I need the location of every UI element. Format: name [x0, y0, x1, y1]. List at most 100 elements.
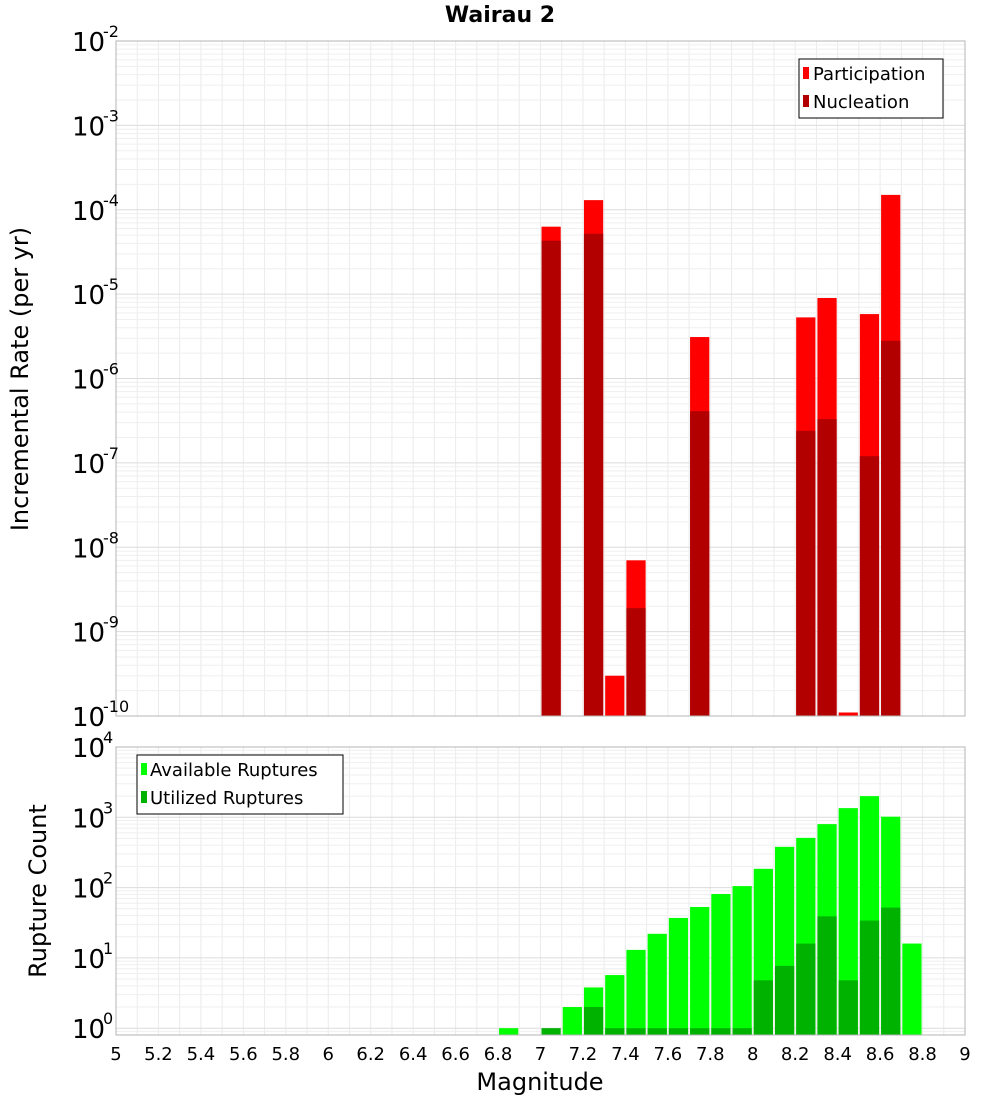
chart-title: Wairau 2: [445, 3, 555, 28]
x-tick-label: 6.2: [356, 1044, 385, 1065]
legend-swatch-available: [141, 763, 147, 775]
y-tick-label: 10: [72, 28, 105, 58]
bar-available-ruptures: [711, 894, 731, 1035]
bar-available-ruptures: [838, 808, 858, 1035]
x-tick-label: 5.2: [144, 1044, 173, 1065]
y-tick-exponent: -8: [103, 528, 119, 547]
y-tick-label: 10: [72, 703, 105, 733]
y-tick-exponent: -9: [103, 613, 119, 632]
x-tick-label: 7.6: [654, 1044, 683, 1065]
top-panel: 10-210-310-410-510-610-710-810-910-10 In…: [6, 22, 966, 733]
bar-utilized-ruptures: [668, 1028, 689, 1035]
bottom-bars: [499, 796, 922, 1035]
y-tick-label: 10: [72, 945, 105, 975]
x-tick-label: 5.8: [271, 1044, 300, 1065]
x-tick-label: 5.4: [187, 1044, 216, 1065]
bar-available-ruptures: [668, 917, 689, 1035]
bar-utilized-ruptures: [796, 943, 816, 1035]
bar-utilized-ruptures: [732, 1028, 752, 1035]
y-tick-label: 10: [72, 1015, 105, 1045]
bar-available-ruptures: [902, 943, 922, 1035]
y-tick-label: 10: [72, 450, 105, 480]
x-tick-label: 7: [535, 1044, 546, 1065]
bar-nucleation: [690, 411, 710, 716]
bar-nucleation: [541, 240, 561, 717]
bar-utilized-ruptures: [881, 907, 901, 1035]
x-tick-labels: 5 5.2 5.4 5.6 5.8 6 6.2 6.4 6.6 6.8 7 7.2 7.4 7.6 7.8 8…: [110, 1044, 970, 1065]
bottom-y-axis-label: Rupture Count: [24, 804, 52, 978]
x-tick-label: 8.6: [866, 1044, 895, 1065]
x-axis-label: Magnitude: [476, 1068, 603, 1096]
x-tick-label: 5.6: [229, 1044, 258, 1065]
y-tick-exponent: -2: [103, 22, 119, 41]
bar-utilized-ruptures: [605, 1028, 625, 1035]
bar-utilized-ruptures: [859, 920, 880, 1035]
y-tick-exponent: -3: [103, 106, 119, 125]
legend-swatch-nucleation: [803, 95, 809, 107]
top-bars: [541, 194, 901, 717]
bar-participation: [838, 712, 858, 716]
x-tick-label: 7.4: [611, 1044, 640, 1065]
legend-swatch-participation: [803, 67, 809, 79]
legend-label-participation: Participation: [813, 64, 925, 85]
bar-utilized-ruptures: [711, 1028, 731, 1035]
bar-nucleation: [626, 608, 646, 716]
y-tick-exponent: 3: [103, 798, 113, 817]
bar-available-ruptures: [605, 975, 625, 1035]
bar-utilized-ruptures: [753, 980, 773, 1035]
x-tick-label: 8.2: [781, 1044, 810, 1065]
bar-nucleation: [881, 340, 901, 716]
y-tick-exponent: 0: [103, 1009, 113, 1028]
x-tick-label: 6.6: [441, 1044, 470, 1065]
bar-available-ruptures: [732, 886, 752, 1035]
top-plot-frame: [115, 40, 966, 717]
bottom-legend: Available Ruptures Utilized Ruptures: [136, 754, 344, 815]
y-tick-exponent: 2: [103, 869, 113, 888]
y-tick-exponent: -6: [103, 360, 119, 379]
bar-utilized-ruptures: [838, 980, 858, 1035]
y-tick-label: 10: [72, 875, 105, 905]
y-tick-label: 10: [72, 619, 105, 649]
bar-utilized-ruptures: [583, 1007, 604, 1035]
bar-available-ruptures: [562, 1007, 582, 1035]
bar-available-ruptures: [647, 933, 667, 1035]
legend-swatch-utilized: [141, 791, 147, 803]
bottom-plot-frame: [115, 746, 966, 1036]
bar-nucleation: [583, 233, 604, 716]
bar-utilized-ruptures: [626, 1028, 646, 1035]
bar-participation: [605, 675, 625, 716]
bar-utilized-ruptures: [541, 1028, 561, 1035]
x-tick-label: 6.8: [484, 1044, 513, 1065]
top-legend: Participation Nucleation: [798, 58, 944, 119]
x-tick-label: 8: [747, 1044, 758, 1065]
bar-available-ruptures: [690, 906, 710, 1035]
y-tick-exponent: -7: [103, 444, 119, 463]
x-tick-label: 6.4: [399, 1044, 428, 1065]
bar-nucleation: [859, 456, 880, 716]
x-tick-label: 7.8: [696, 1044, 725, 1065]
legend-label-available: Available Ruptures: [150, 760, 318, 781]
y-tick-exponent: 1: [103, 939, 113, 958]
bar-utilized-ruptures: [647, 1028, 667, 1035]
y-tick-label: 10: [72, 366, 105, 396]
bar-nucleation: [796, 430, 816, 716]
y-tick-label: 10: [72, 197, 105, 227]
x-tick-label: 6: [323, 1044, 334, 1065]
y-tick-label: 10: [72, 112, 105, 142]
y-tick-exponent: 4: [103, 728, 113, 747]
y-tick-label: 10: [72, 281, 105, 311]
top-y-tick-labels: 10-210-310-410-510-610-710-810-910-10: [72, 22, 129, 733]
y-tick-label: 10: [72, 734, 105, 764]
legend-label-utilized: Utilized Ruptures: [150, 788, 303, 809]
bar-available-ruptures: [626, 949, 646, 1035]
x-tick-label: 8.8: [908, 1044, 937, 1065]
top-legend-box: [798, 58, 944, 119]
x-tick-label: 8.4: [823, 1044, 852, 1065]
y-tick-label: 10: [72, 534, 105, 564]
x-tick-label: 9: [959, 1044, 970, 1065]
y-tick-exponent: -10: [103, 697, 129, 716]
y-tick-exponent: -4: [103, 191, 119, 210]
bottom-legend-box: [136, 754, 344, 815]
